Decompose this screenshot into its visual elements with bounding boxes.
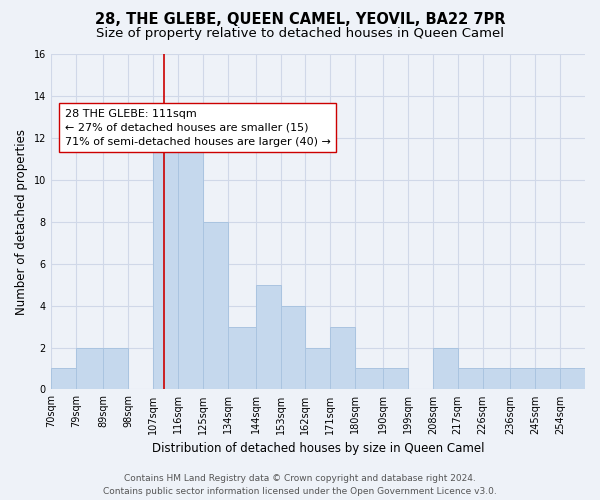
Bar: [355, 368, 383, 390]
Bar: [535, 368, 560, 390]
Bar: [331, 326, 355, 390]
Text: Contains HM Land Registry data © Crown copyright and database right 2024.
Contai: Contains HM Land Registry data © Crown c…: [103, 474, 497, 496]
X-axis label: Distribution of detached houses by size in Queen Camel: Distribution of detached houses by size …: [152, 442, 484, 455]
Bar: [103, 348, 128, 390]
Bar: [153, 117, 178, 390]
Bar: [51, 368, 76, 390]
Bar: [305, 348, 331, 390]
Bar: [433, 348, 458, 390]
Bar: [76, 348, 103, 390]
Text: Size of property relative to detached houses in Queen Camel: Size of property relative to detached ho…: [96, 28, 504, 40]
Y-axis label: Number of detached properties: Number of detached properties: [15, 128, 28, 314]
Bar: [482, 368, 510, 390]
Bar: [281, 306, 305, 390]
Bar: [228, 326, 256, 390]
Bar: [203, 222, 228, 390]
Bar: [458, 368, 482, 390]
Text: 28 THE GLEBE: 111sqm
← 27% of detached houses are smaller (15)
71% of semi-detac: 28 THE GLEBE: 111sqm ← 27% of detached h…: [65, 108, 331, 146]
Bar: [510, 368, 535, 390]
Bar: [256, 284, 281, 390]
Bar: [383, 368, 408, 390]
Bar: [560, 368, 585, 390]
Text: 28, THE GLEBE, QUEEN CAMEL, YEOVIL, BA22 7PR: 28, THE GLEBE, QUEEN CAMEL, YEOVIL, BA22…: [95, 12, 505, 28]
Bar: [178, 117, 203, 390]
